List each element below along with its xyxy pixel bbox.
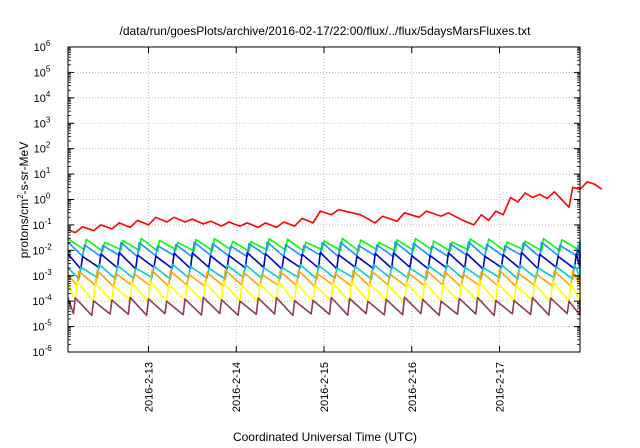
x-tick-label: 2016-2-16: [407, 362, 419, 412]
y-tick-label: 10-5: [32, 319, 52, 334]
series-line: [67, 237, 581, 252]
x-axis: 2016-2-13 2016-2-14 2016-2-15 2016-2-16 2016…: [143, 47, 507, 412]
series-line: [67, 180, 603, 234]
y-tick-label: 102: [34, 141, 51, 156]
y-tick-label: 105: [34, 64, 51, 79]
y-tick-label: 10-1: [32, 217, 52, 232]
y-tick-label: 101: [34, 166, 51, 181]
x-tick-label: 2016-2-14: [231, 362, 243, 412]
chart-title: /data/run/goesPlots/archive/2016-02-17/2…: [120, 24, 532, 38]
series-line: [67, 263, 581, 280]
x-axis-label: Coordinated Universal Time (UTC): [233, 430, 417, 444]
series-line: [67, 296, 581, 317]
y-tick-label: 10-4: [32, 293, 52, 308]
y-tick-label: 10-3: [32, 268, 52, 283]
y-tick-label: 10-2: [32, 242, 52, 257]
series-layer: [67, 180, 603, 317]
y-tick-label: 100: [34, 192, 51, 207]
y-tick-label: 106: [34, 39, 51, 54]
y-tick-label: 104: [34, 90, 51, 105]
x-tick-label: 2016-2-15: [319, 362, 331, 412]
x-tick-label: 2016-2-17: [495, 362, 507, 412]
y-axis-label: protons/cm2-s-sr-MeV: [16, 142, 31, 258]
series-line: [67, 280, 581, 303]
x-tick-label: 2016-2-13: [143, 362, 155, 412]
y-tick-label: 10-6: [32, 344, 52, 359]
y-tick-label: 103: [34, 115, 51, 130]
series-line: [67, 269, 581, 288]
y-axis: 10-6 10-5 10-4 10-3 10-2 10-1 100 101 102 103 104 1…: [32, 39, 580, 359]
